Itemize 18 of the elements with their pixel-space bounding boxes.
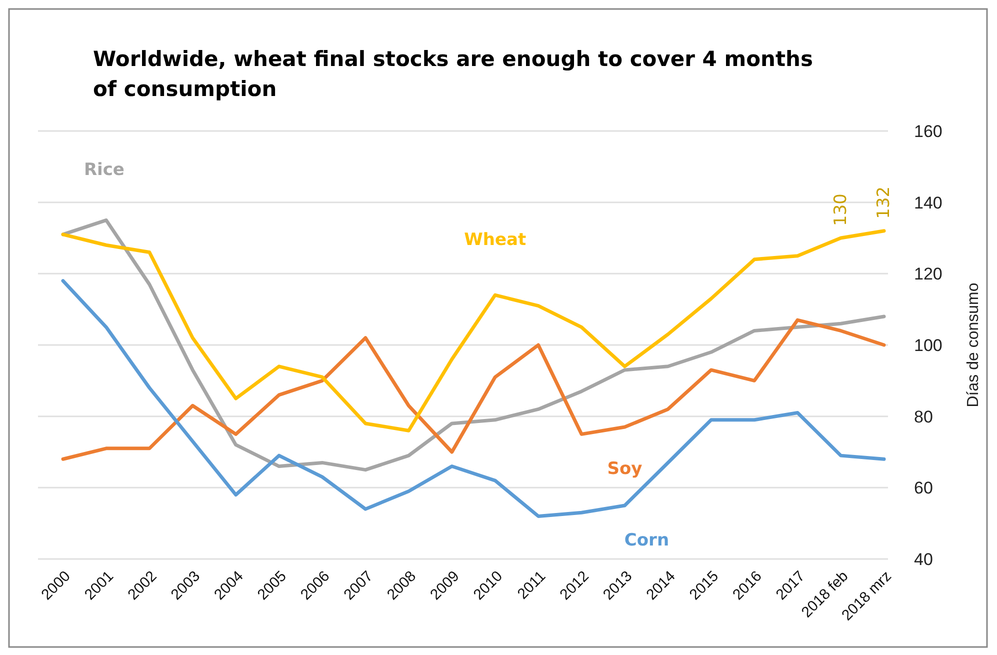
y-tick-label: 120 (914, 264, 942, 284)
y-tick-label: 40 (914, 550, 933, 569)
text: Wheat (464, 230, 526, 250)
y-tick-label: 100 (914, 336, 942, 355)
y-axis-title: Días de consumo (965, 282, 982, 408)
line-series (61, 229, 886, 432)
line-series (61, 318, 886, 461)
chart-title: Worldwide, wheat final stocks are enough to cover 4 months of consumption (93, 47, 813, 101)
text: Rice (84, 160, 124, 180)
line-series (61, 279, 886, 518)
y-tick-label: 60 (914, 478, 933, 498)
data-label: 130 (830, 194, 851, 226)
y-tick-label: 140 (914, 193, 942, 212)
series-label: Corn (624, 530, 670, 550)
data-label: 132 (874, 186, 894, 219)
series-label: Soy (607, 459, 642, 480)
y-tick-label: 80 (914, 407, 933, 426)
y-tick-label: 160 (914, 122, 942, 141)
